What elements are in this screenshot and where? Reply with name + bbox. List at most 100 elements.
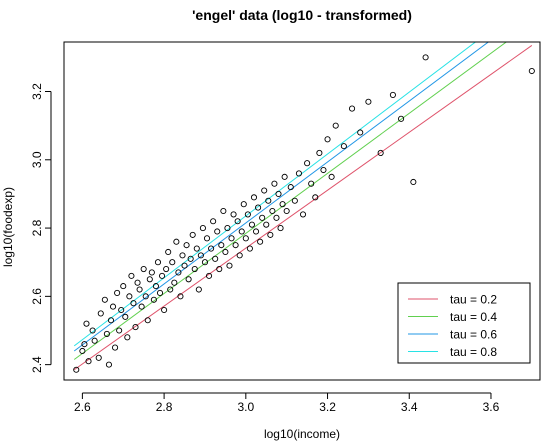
data-point — [312, 194, 319, 201]
data-point — [101, 296, 108, 303]
data-point — [295, 170, 302, 177]
data-point — [212, 255, 219, 262]
data-point — [528, 67, 535, 75]
data-point — [152, 283, 159, 290]
data-point — [132, 324, 139, 331]
data-point — [291, 197, 298, 204]
data-point — [238, 228, 245, 235]
data-point — [257, 238, 264, 245]
data-point — [226, 262, 233, 269]
data-point — [85, 358, 92, 365]
plot-frame — [63, 41, 541, 381]
data-point — [107, 317, 115, 324]
data-point — [156, 289, 164, 296]
x-tick-label: 3.2 — [319, 400, 336, 414]
data-point — [83, 320, 90, 327]
data-point — [230, 211, 237, 218]
data-point — [185, 276, 192, 283]
data-point — [148, 269, 155, 276]
data-point — [250, 194, 258, 201]
data-point — [150, 296, 157, 303]
legend-label: tau = 0.2 — [450, 293, 497, 307]
data-point — [201, 259, 209, 266]
data-point — [173, 238, 180, 245]
data-point — [263, 221, 270, 228]
data-point — [122, 313, 129, 320]
data-point — [287, 184, 294, 191]
data-point — [242, 235, 249, 242]
data-point — [197, 252, 204, 259]
data-point — [128, 272, 135, 279]
data-point — [175, 269, 182, 276]
data-point — [389, 91, 396, 98]
data-point — [328, 173, 335, 180]
data-point — [146, 276, 153, 283]
data-point — [103, 330, 110, 337]
data-point — [114, 289, 121, 296]
data-point — [398, 115, 405, 122]
data-point — [138, 303, 145, 310]
data-point — [259, 214, 266, 221]
regression-line-2 — [73, 42, 508, 360]
data-point — [181, 262, 188, 269]
data-point — [340, 143, 347, 150]
x-tick-label: 2.8 — [156, 400, 173, 414]
data-point — [142, 293, 149, 300]
data-point — [304, 160, 311, 167]
data-point — [228, 235, 235, 242]
data-point — [410, 178, 417, 186]
data-point — [179, 252, 186, 259]
data-point — [234, 218, 241, 225]
data-point — [299, 211, 307, 218]
data-point — [161, 306, 168, 314]
y-tick-label: 2.6 — [30, 288, 44, 305]
data-point — [191, 265, 198, 273]
chart-title: 'engel' data (log10 - transformed) — [192, 7, 412, 23]
data-point — [248, 221, 255, 228]
x-axis-label: log10(income) — [264, 427, 340, 441]
data-point — [171, 279, 178, 286]
data-point — [130, 300, 137, 307]
data-point — [255, 204, 262, 211]
data-point — [116, 327, 123, 334]
data-point — [144, 317, 151, 324]
data-point — [246, 245, 253, 252]
data-point — [193, 245, 200, 252]
data-point — [118, 306, 125, 314]
data-point — [97, 310, 104, 317]
data-point — [236, 252, 243, 259]
y-tick-label: 2.8 — [30, 219, 44, 236]
data-point — [120, 283, 127, 290]
data-point — [224, 225, 231, 232]
data-point — [95, 354, 102, 361]
legend-label: tau = 0.8 — [450, 345, 497, 359]
data-point — [177, 293, 184, 300]
data-point — [308, 180, 315, 187]
data-point — [208, 245, 215, 252]
data-point — [203, 235, 211, 242]
legend-box — [397, 282, 531, 364]
data-point — [244, 211, 251, 218]
data-point — [273, 214, 280, 221]
data-point — [109, 303, 117, 310]
x-tick-label: 3.0 — [237, 400, 254, 414]
data-point — [216, 265, 223, 273]
data-point — [79, 347, 86, 355]
data-point — [252, 228, 260, 235]
data-point — [275, 190, 282, 197]
data-point — [91, 337, 98, 344]
data-point — [89, 327, 96, 334]
data-point — [332, 122, 339, 129]
data-point — [167, 286, 174, 293]
data-point — [195, 286, 202, 293]
data-point — [187, 255, 194, 262]
legend-label: tau = 0.6 — [450, 328, 497, 342]
data-point — [220, 207, 227, 215]
data-point — [261, 187, 268, 194]
data-point — [324, 136, 331, 143]
data-point — [377, 149, 384, 157]
data-point — [165, 248, 172, 256]
data-point — [183, 242, 190, 249]
data-point — [189, 231, 196, 238]
data-point — [316, 149, 323, 157]
